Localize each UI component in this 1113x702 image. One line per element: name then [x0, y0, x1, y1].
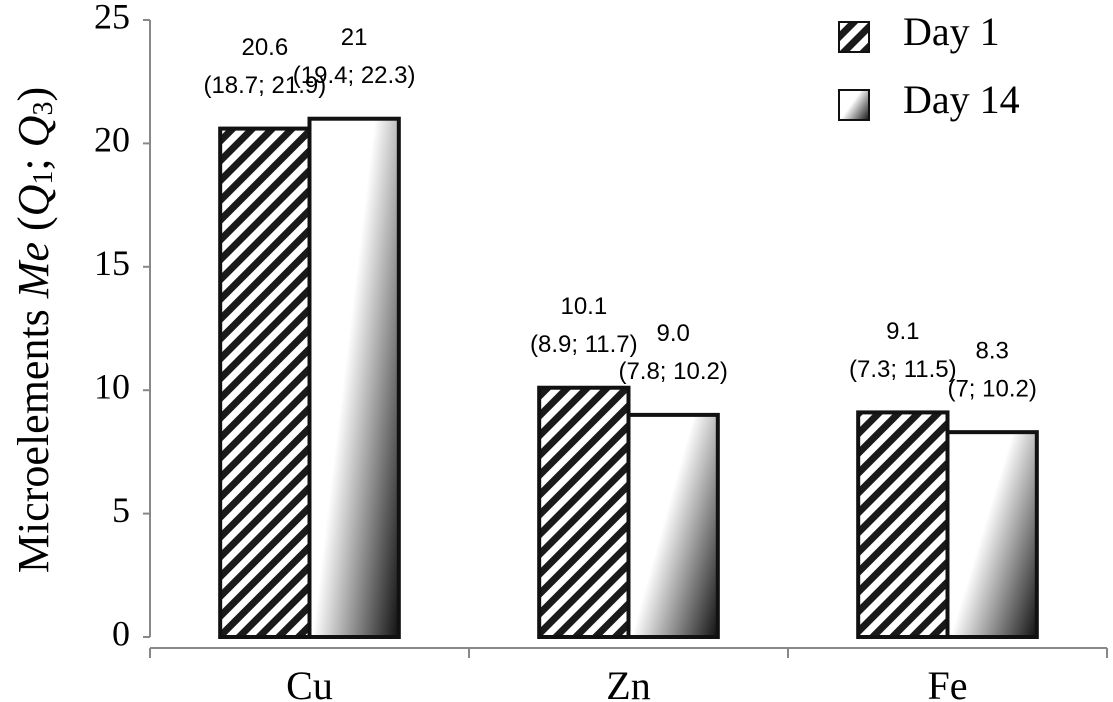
x-tick-label: Fe — [928, 663, 968, 702]
bar — [307, 116, 401, 640]
y-axis-label-part: Q — [9, 185, 58, 217]
y-tick-label: 0 — [112, 613, 130, 653]
bar — [537, 385, 631, 639]
interval-label: (8.9; 11.7) — [530, 331, 638, 358]
y-axis-label-part: Microelements — [9, 298, 58, 573]
y-tick-label: 10 — [94, 366, 130, 406]
y-axis-label-part: 1 — [28, 171, 59, 185]
y-axis-label: Microelements Me (Q1; Q3) — [9, 87, 59, 573]
y-tick-label: 20 — [94, 120, 130, 160]
value-label: 20.6 — [241, 34, 288, 61]
interval-label: (18.7; 21.9) — [203, 72, 326, 99]
y-axis-label-part: Me — [9, 242, 58, 299]
y-axis-label-part: ; — [9, 147, 58, 170]
value-label: 10.1 — [560, 293, 607, 320]
y-tick-label: 25 — [94, 0, 130, 36]
y-axis-label-part: ) — [9, 87, 58, 102]
interval-label: (7.8; 10.2) — [618, 358, 727, 385]
value-label: 9.0 — [656, 320, 689, 347]
x-tick-label: Cu — [286, 663, 333, 702]
interval-label: (7; 10.2) — [947, 375, 1036, 402]
legend-label: Day 14 — [903, 77, 1020, 122]
legend-swatch — [838, 89, 870, 121]
x-tick-label: Zn — [606, 663, 650, 702]
y-tick-label: 15 — [94, 243, 130, 283]
bar — [626, 412, 720, 639]
value-label: 9.1 — [886, 318, 919, 345]
y-axis-label-part: 3 — [28, 102, 59, 116]
value-label: 21 — [341, 24, 368, 51]
value-label: 8.3 — [975, 337, 1008, 364]
y-axis-label-part: Q — [9, 116, 58, 148]
y-axis-label-part: ( — [9, 216, 58, 242]
bar — [856, 410, 950, 639]
interval-label: (19.4; 22.3) — [293, 62, 416, 89]
legend-swatch — [838, 21, 870, 53]
bar — [218, 126, 312, 639]
interval-label: (7.3; 11.5) — [849, 356, 957, 383]
bar — [945, 430, 1039, 639]
y-tick-label: 5 — [112, 490, 130, 530]
legend-label: Day 1 — [903, 9, 1000, 54]
